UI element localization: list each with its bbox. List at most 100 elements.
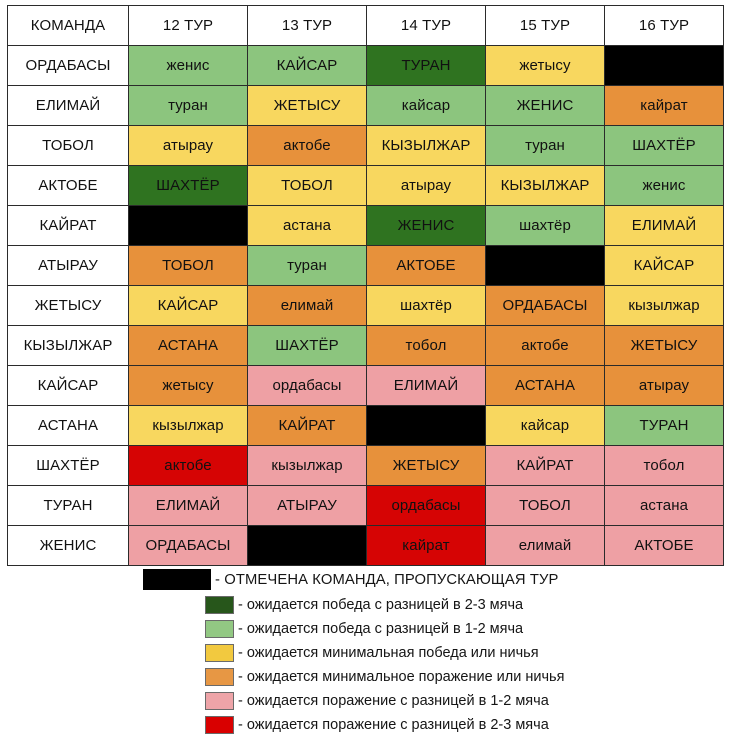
legend-row: - ожидается победа с разницей в 1-2 мяча — [0, 617, 730, 641]
table-row: ЖЕТЫСУ КАЙСАР елимай шахтёр ОРДАБАСЫ кызылжар — [7, 285, 724, 326]
table-row: КАЙСАР жетысу ордабасы ЕЛИМАЙ АСТАНА атырау — [7, 365, 724, 406]
legend-swatch-black — [143, 569, 211, 590]
team-name-cell: КЫЗЫЛЖАР — [7, 325, 129, 366]
table-header: КОМАНДА 12 ТУР 13 ТУР 14 ТУР 15 ТУР 16 ТУР — [7, 5, 724, 46]
opponent-cell: ЕЛИМАЙ — [366, 365, 486, 406]
column-header-round-4: 15 ТУР — [485, 5, 605, 46]
opponent-cell: ЕЛИМАЙ — [128, 485, 248, 526]
bye-week-cell — [366, 405, 486, 446]
opponent-cell: атырау — [604, 365, 724, 406]
bye-week-cell — [247, 525, 367, 566]
opponent-cell: ШАХТЁР — [604, 125, 724, 166]
opponent-cell: астана — [604, 485, 724, 526]
opponent-cell: ШАХТЁР — [247, 325, 367, 366]
legend-swatch-pink — [205, 692, 234, 710]
team-name-cell: ТОБОЛ — [7, 125, 129, 166]
opponent-cell: туран — [485, 125, 605, 166]
opponent-cell: ордабасы — [366, 485, 486, 526]
table-header-row: КОМАНДА 12 ТУР 13 ТУР 14 ТУР 15 ТУР 16 ТУР — [7, 5, 724, 46]
column-header-round-2: 13 ТУР — [247, 5, 367, 46]
fixture-table: КОМАНДА 12 ТУР 13 ТУР 14 ТУР 15 ТУР 16 ТУР ОР… — [7, 5, 724, 566]
opponent-cell: жетысу — [128, 365, 248, 406]
table-body: ОРДАБАСЫ женис КАЙСАР ТУРАН жетысу ЕЛИМАЙ тура… — [7, 45, 724, 566]
legend-swatch-orange — [205, 668, 234, 686]
opponent-cell: КЫЗЫЛЖАР — [366, 125, 486, 166]
legend-row: - ожидается минимальное поражение или ни… — [0, 665, 730, 689]
table-row: АКТОБЕ ШАХТЁР ТОБОЛ атырау КЫЗЫЛЖАР женис — [7, 165, 724, 206]
opponent-cell: кызылжар — [128, 405, 248, 446]
team-name-cell: КАЙРАТ — [7, 205, 129, 246]
legend-label: - ожидается минимальное поражение или ни… — [238, 669, 565, 685]
opponent-cell: ЖЕНИС — [366, 205, 486, 246]
opponent-cell: туран — [247, 245, 367, 286]
opponent-cell: тобол — [604, 445, 724, 486]
team-name-cell: ТУРАН — [7, 485, 129, 526]
opponent-cell: кайсар — [366, 85, 486, 126]
opponent-cell: актобе — [128, 445, 248, 486]
opponent-cell: жетысу — [485, 45, 605, 86]
opponent-cell: актобе — [247, 125, 367, 166]
legend-row: - ожидается победа с разницей в 2-3 мяча — [0, 593, 730, 617]
table-row: ШАХТЁР актобе кызылжар ЖЕТЫСУ КАЙРАТ тобол — [7, 445, 724, 486]
opponent-cell: кызылжар — [247, 445, 367, 486]
opponent-cell: женис — [604, 165, 724, 206]
team-name-cell: ОРДАБАСЫ — [7, 45, 129, 86]
team-name-cell: ЖЕНИС — [7, 525, 129, 566]
legend-label: - ожидается победа с разницей в 1-2 мяча — [238, 621, 524, 637]
bye-week-cell — [485, 245, 605, 286]
opponent-cell: женис — [128, 45, 248, 86]
opponent-cell: астана — [247, 205, 367, 246]
legend-swatch-lgreen — [205, 620, 234, 638]
opponent-cell: ЕЛИМАЙ — [604, 205, 724, 246]
opponent-cell: ЖЕТЫСУ — [366, 445, 486, 486]
opponent-cell: КАЙСАР — [604, 245, 724, 286]
opponent-cell: ШАХТЁР — [128, 165, 248, 206]
opponent-cell: КАЙРАТ — [485, 445, 605, 486]
opponent-cell: елимай — [485, 525, 605, 566]
opponent-cell: ТУРАН — [604, 405, 724, 446]
opponent-cell: ТОБОЛ — [247, 165, 367, 206]
opponent-cell: ЖЕНИС — [485, 85, 605, 126]
opponent-cell: кайрат — [366, 525, 486, 566]
table-row: ТОБОЛ атырау актобе КЫЗЫЛЖАР туран ШАХТЁР — [7, 125, 724, 166]
opponent-cell: актобе — [485, 325, 605, 366]
team-name-cell: КАЙСАР — [7, 365, 129, 406]
opponent-cell: шахтёр — [485, 205, 605, 246]
table-row: КЫЗЫЛЖАР АСТАНА ШАХТЁР тобол актобе ЖЕТЫСУ — [7, 325, 724, 366]
opponent-cell: ОРДАБАСЫ — [485, 285, 605, 326]
team-name-cell: ЖЕТЫСУ — [7, 285, 129, 326]
opponent-cell: ЖЕТЫСУ — [604, 325, 724, 366]
column-header-round-1: 12 ТУР — [128, 5, 248, 46]
opponent-cell: кайрат — [604, 85, 724, 126]
opponent-cell: КАЙРАТ — [247, 405, 367, 446]
legend-swatch-yellow — [205, 644, 234, 662]
table-row: ОРДАБАСЫ женис КАЙСАР ТУРАН жетысу — [7, 45, 724, 86]
legend: - ОТМЕЧЕНА КОМАНДА, ПРОПУСКАЮЩАЯ ТУР - ож… — [0, 566, 730, 737]
legend-swatch-dgreen — [205, 596, 234, 614]
opponent-cell: АСТАНА — [485, 365, 605, 406]
legend-label: - ожидается минимальная победа или ничья — [238, 645, 539, 661]
team-name-cell: АСТАНА — [7, 405, 129, 446]
opponent-cell: ТОБОЛ — [485, 485, 605, 526]
table-row: АСТАНА кызылжар КАЙРАТ кайсар ТУРАН — [7, 405, 724, 446]
opponent-cell: туран — [128, 85, 248, 126]
opponent-cell: КЫЗЫЛЖАР — [485, 165, 605, 206]
legend-swatch-red — [205, 716, 234, 734]
legend-label: - ожидается победа с разницей в 2-3 мяча — [238, 597, 524, 613]
legend-label: - ОТМЕЧЕНА КОМАНДА, ПРОПУСКАЮЩАЯ ТУР — [215, 571, 559, 588]
legend-row: - ожидается поражение с разницей в 1-2 м… — [0, 689, 730, 713]
table-row: ЖЕНИС ОРДАБАСЫ кайрат елимай АКТОБЕ — [7, 525, 724, 566]
table-row: АТЫРАУ ТОБОЛ туран АКТОБЕ КАЙСАР — [7, 245, 724, 286]
column-header-round-5: 16 ТУР — [604, 5, 724, 46]
bye-week-cell — [128, 205, 248, 246]
table-row: КАЙРАТ астана ЖЕНИС шахтёр ЕЛИМАЙ — [7, 205, 724, 246]
team-name-cell: ШАХТЁР — [7, 445, 129, 486]
team-name-cell: АТЫРАУ — [7, 245, 129, 286]
opponent-cell: кайсар — [485, 405, 605, 446]
legend-row: - ожидается поражение с разницей в 2-3 м… — [0, 713, 730, 737]
team-name-cell: ЕЛИМАЙ — [7, 85, 129, 126]
opponent-cell: АКТОБЕ — [366, 245, 486, 286]
opponent-cell: АСТАНА — [128, 325, 248, 366]
table-row: ТУРАН ЕЛИМАЙ АТЫРАУ ордабасы ТОБОЛ астана — [7, 485, 724, 526]
